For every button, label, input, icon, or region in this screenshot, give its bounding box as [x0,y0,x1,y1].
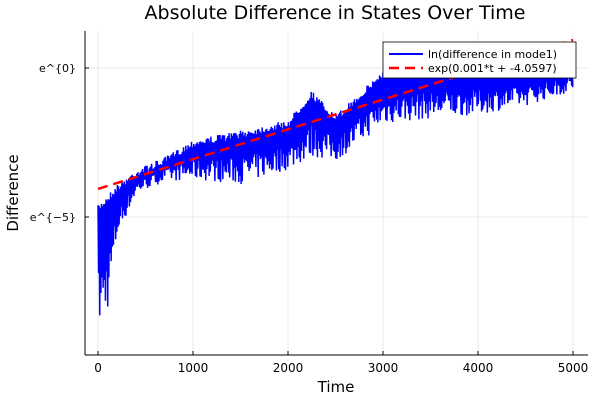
series-ln-difference [97,61,574,316]
y-tick-label: e^{0} [39,62,76,75]
x-tick-label: 5000 [558,361,589,375]
legend-label-1: exp(0.001*t + -4.0597) [428,62,557,75]
x-tick-label: 1000 [178,361,209,375]
series-layer [97,38,574,316]
y-tick-label: e^{−5} [30,211,76,224]
x-tick-label: 0 [94,361,102,375]
x-tick-label: 3000 [368,361,399,375]
legend-label-0: ln(difference in mode1) [428,48,557,61]
axes [84,31,588,356]
legend-box [382,41,577,79]
x-axis-label: Time [317,378,355,396]
x-tick-label: 4000 [463,361,494,375]
y-axis-label: Difference [4,154,22,231]
ticks: 0 1000 2000 3000 4000 5000 e^{0} e^{−5} [30,62,588,375]
x-tick-label: 2000 [273,361,304,375]
chart-title: Absolute Difference in States Over Time [145,2,526,24]
legend: ln(difference in mode1) exp(0.001*t + -4… [382,41,577,79]
series-exp-fit [97,38,574,191]
